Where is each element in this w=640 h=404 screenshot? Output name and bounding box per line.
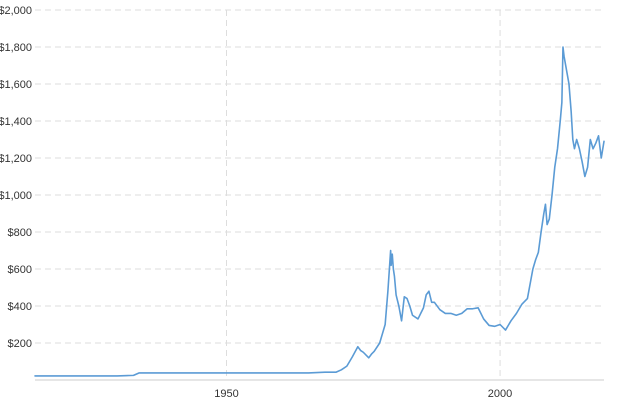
- y-tick-label: $2,000: [0, 5, 32, 17]
- y-tick-label: $1,400: [0, 116, 32, 128]
- y-tick-label: $1,800: [0, 42, 32, 54]
- series-layer: [34, 46, 605, 377]
- y-tick-label: $1,000: [0, 190, 32, 202]
- x-tick-label: 1950: [214, 388, 238, 400]
- x-axis-ticks: 1950 2000: [214, 388, 512, 400]
- grid-layer: [35, 9, 604, 380]
- y-tick-label: $1,200: [0, 153, 32, 165]
- y-tick-label: $600: [8, 264, 32, 276]
- y-tick-label: $200: [8, 338, 32, 350]
- y-axis-ticks: $200 $400 $600 $800 $1,000 $1,200 $1,400 $1,600…: [0, 5, 32, 350]
- y-tick-label: $400: [8, 301, 32, 313]
- y-tick-label: $800: [8, 227, 32, 239]
- y-tick-label: $1,600: [0, 79, 32, 91]
- x-tick-label: 2000: [488, 388, 512, 400]
- series-line-0: [34, 46, 605, 377]
